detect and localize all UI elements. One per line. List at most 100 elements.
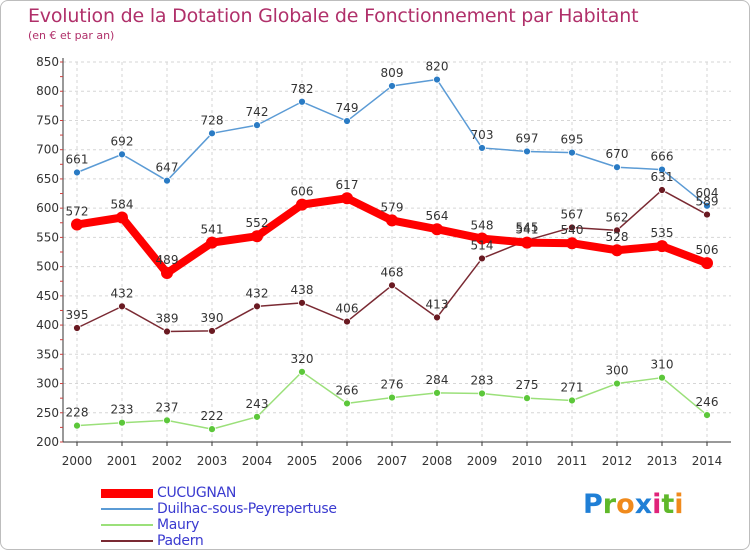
data-point-cucugnan — [431, 223, 443, 236]
data-point-duilhac-sous-peyrepertuse — [568, 148, 576, 157]
data-point-cucugnan — [386, 214, 398, 227]
data-label-padern: 562 — [606, 210, 629, 224]
legend-swatch — [101, 488, 153, 498]
data-point-maury — [388, 393, 396, 402]
data-label-padern: 390 — [201, 311, 224, 325]
data-point-maury — [118, 418, 126, 427]
data-point-padern — [433, 313, 441, 322]
data-label-duilhac-sous-peyrepertuse: 697 — [516, 131, 539, 145]
data-point-cucugnan — [206, 236, 218, 249]
data-point-padern — [73, 324, 81, 332]
data-label-duilhac-sous-peyrepertuse: 809 — [381, 66, 404, 80]
data-label-padern: 438 — [291, 283, 314, 297]
series-lines — [71, 75, 713, 434]
data-point-cucugnan — [341, 192, 353, 205]
data-point-maury — [343, 399, 351, 408]
data-point-padern — [298, 298, 306, 307]
data-label-maury: 275 — [516, 378, 539, 392]
data-label-maury: 266 — [336, 383, 359, 397]
data-label-duilhac-sous-peyrepertuse: 703 — [471, 128, 494, 142]
data-label-cucugnan: 572 — [66, 205, 89, 219]
data-point-cucugnan — [701, 257, 713, 270]
x-tick-label: 2000 — [62, 454, 93, 468]
logo-letter: i — [674, 489, 684, 520]
x-tick-label: 2012 — [602, 454, 633, 468]
data-label-padern: 406 — [336, 302, 359, 316]
data-point-maury — [433, 388, 441, 397]
data-label-maury: 271 — [561, 380, 584, 394]
data-point-cucugnan — [656, 240, 668, 253]
data-point-maury — [163, 416, 171, 425]
data-label-duilhac-sous-peyrepertuse: 604 — [696, 186, 719, 200]
x-tick-label: 2004 — [242, 454, 273, 468]
data-point-duilhac-sous-peyrepertuse — [658, 165, 666, 174]
data-point-duilhac-sous-peyrepertuse — [613, 163, 621, 172]
data-label-maury: 222 — [201, 409, 224, 423]
y-tick-label: 850 — [36, 55, 59, 69]
data-point-cucugnan — [251, 230, 263, 243]
y-tick-label: 250 — [36, 406, 59, 420]
logo-letter: o — [616, 489, 635, 520]
data-point-padern — [253, 302, 261, 311]
logo-letter: i — [652, 489, 662, 520]
data-label-duilhac-sous-peyrepertuse: 692 — [111, 134, 134, 148]
data-point-maury — [298, 367, 306, 376]
y-tick-label: 350 — [36, 347, 59, 361]
data-label-padern: 413 — [426, 297, 449, 311]
data-label-cucugnan: 606 — [291, 185, 314, 199]
x-tick-label: 2014 — [692, 454, 723, 468]
data-label-cucugnan: 528 — [606, 230, 629, 244]
y-tick-label: 600 — [36, 201, 59, 215]
data-point-padern — [343, 317, 351, 326]
data-label-maury: 283 — [471, 373, 494, 387]
data-point-maury — [73, 421, 81, 430]
data-point-maury — [703, 411, 711, 420]
data-point-duilhac-sous-peyrepertuse — [703, 201, 711, 210]
data-point-cucugnan — [296, 198, 308, 211]
legend-label: Padern — [157, 533, 204, 549]
data-label-padern: 395 — [66, 308, 89, 322]
data-label-duilhac-sous-peyrepertuse: 742 — [246, 105, 269, 119]
logo-letter: r — [602, 489, 617, 520]
data-point-padern — [118, 302, 126, 311]
legend-swatch — [101, 540, 153, 542]
data-label-cucugnan: 617 — [336, 178, 359, 192]
logo-letter: x — [634, 489, 653, 520]
data-label-padern: 514 — [471, 238, 494, 252]
data-point-padern — [208, 327, 216, 335]
data-label-cucugnan: 541 — [516, 223, 539, 237]
data-point-maury — [568, 396, 576, 405]
x-tick-label: 2006 — [332, 454, 363, 468]
data-label-maury: 300 — [606, 364, 629, 378]
data-label-padern: 545 — [516, 220, 539, 234]
data-point-maury — [523, 394, 531, 403]
data-label-padern: 567 — [561, 207, 584, 221]
data-label-padern: 432 — [246, 286, 269, 300]
data-point-padern — [388, 281, 396, 290]
data-label-padern: 631 — [651, 170, 674, 184]
data-point-maury — [478, 389, 486, 398]
data-label-padern: 589 — [696, 195, 719, 209]
x-tick-label: 2001 — [107, 454, 138, 468]
y-tick-label: 500 — [36, 260, 59, 274]
y-tick-label: 700 — [36, 143, 59, 157]
data-label-cucugnan: 564 — [426, 209, 449, 223]
x-tick-label: 2007 — [377, 454, 408, 468]
y-tick-label: 450 — [36, 289, 59, 303]
data-label-maury: 320 — [291, 352, 314, 366]
data-label-duilhac-sous-peyrepertuse: 782 — [291, 82, 314, 96]
y-tick-label: 800 — [36, 84, 59, 98]
axes: 200 250 300 350 400 450 500 550 600 650 700 750 800 8… — [36, 55, 731, 468]
x-tick-label: 2011 — [557, 454, 588, 468]
data-point-duilhac-sous-peyrepertuse — [298, 97, 306, 106]
x-tick-label: 2002 — [152, 454, 183, 468]
data-point-duilhac-sous-peyrepertuse — [388, 82, 396, 90]
data-point-cucugnan — [71, 218, 83, 231]
y-tick-label: 550 — [36, 230, 59, 244]
data-label-duilhac-sous-peyrepertuse: 695 — [561, 133, 584, 147]
data-point-cucugnan — [476, 232, 488, 245]
chart-title: Evolution de la Dotation Globale de Fonc… — [28, 5, 639, 27]
data-point-cucugnan — [521, 236, 533, 249]
